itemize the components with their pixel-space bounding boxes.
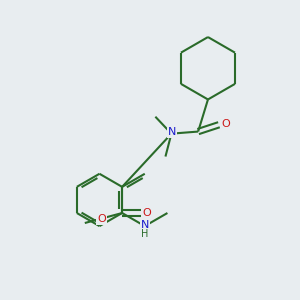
Text: N: N — [168, 127, 176, 137]
Text: H: H — [141, 229, 148, 239]
Text: N: N — [141, 220, 149, 230]
Text: O: O — [221, 119, 230, 129]
Text: O: O — [143, 208, 152, 218]
Text: O: O — [98, 214, 106, 224]
